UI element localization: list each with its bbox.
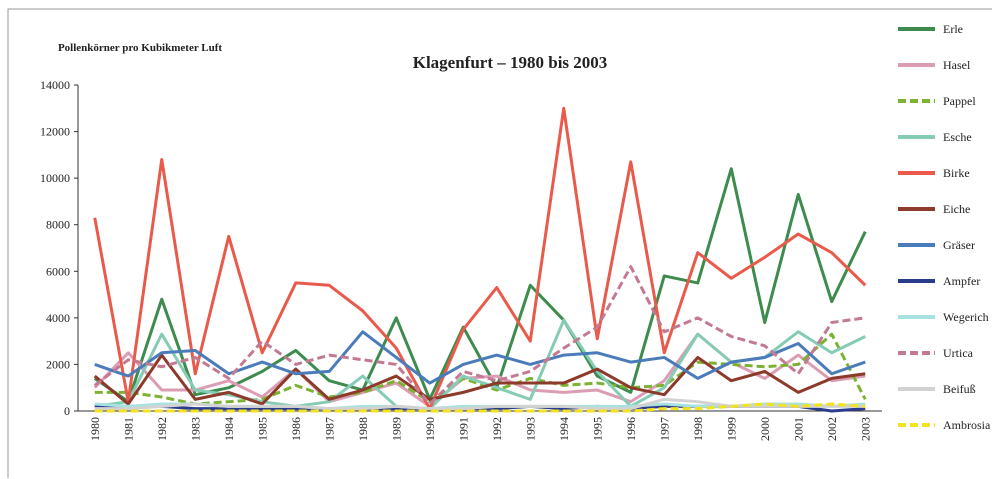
x-tick-label: 2002 bbox=[825, 417, 839, 441]
y-tick-label: 0 bbox=[64, 404, 70, 418]
y-tick-label: 6000 bbox=[46, 264, 70, 278]
x-tick-label: 1991 bbox=[456, 417, 470, 441]
x-tick-label: 2003 bbox=[858, 417, 872, 441]
y-tick-label: 8000 bbox=[46, 218, 70, 232]
x-tick-label: 1985 bbox=[255, 417, 269, 441]
x-tick-label: 1981 bbox=[121, 417, 135, 441]
x-tick-label: 2000 bbox=[758, 417, 772, 441]
x-tick-label: 1993 bbox=[523, 417, 537, 441]
x-tick-label: 1995 bbox=[590, 417, 604, 441]
legend-label: Urtica bbox=[943, 346, 974, 360]
y-tick-label: 10000 bbox=[40, 171, 70, 185]
legend-label: Hasel bbox=[943, 58, 971, 72]
series-line bbox=[93, 106, 867, 411]
x-tick-label: 1987 bbox=[322, 417, 336, 441]
y-tick-label: 12000 bbox=[40, 125, 70, 139]
frame bbox=[7, 8, 992, 478]
legend-label: Pappel bbox=[943, 94, 976, 108]
series-line bbox=[93, 265, 866, 406]
x-tick-label: 1983 bbox=[188, 417, 202, 441]
series-line bbox=[93, 353, 866, 406]
x-tick-label: 1986 bbox=[289, 417, 303, 441]
legend-label: Ambrosia bbox=[943, 418, 991, 432]
legend-label: Birke bbox=[943, 166, 970, 180]
legend-label: Beifuß bbox=[943, 382, 976, 396]
x-tick-label: 1999 bbox=[724, 417, 738, 441]
x-tick-label: 1997 bbox=[657, 417, 671, 441]
legend-label: Erle bbox=[943, 22, 963, 36]
series-line bbox=[94, 402, 866, 413]
y-tick-label: 4000 bbox=[46, 311, 70, 325]
x-tick-label: 2001 bbox=[791, 417, 805, 441]
y-tick-label: 14000 bbox=[40, 78, 70, 92]
series-line bbox=[94, 330, 866, 385]
x-tick-label: 1994 bbox=[557, 417, 571, 441]
series-line bbox=[93, 167, 867, 404]
x-tick-label: 1998 bbox=[691, 417, 705, 441]
x-tick-label: 1980 bbox=[88, 417, 102, 441]
legend-label: Esche bbox=[943, 130, 972, 144]
x-tick-label: 1982 bbox=[155, 417, 169, 441]
x-tick-label: 1984 bbox=[222, 417, 236, 441]
legend-label: Eiche bbox=[943, 202, 970, 216]
legend-label: Wegerich bbox=[943, 310, 989, 324]
x-tick-label: 1988 bbox=[356, 417, 370, 441]
y-tick-label: 2000 bbox=[46, 357, 70, 371]
x-tick-label: 1992 bbox=[490, 417, 504, 441]
y-axis-title: Pollenkörner pro Kubikmeter Luft bbox=[57, 42, 223, 54]
chart-title: Klagenfurt – 1980 bis 2003 bbox=[413, 53, 608, 72]
x-tick-label: 1989 bbox=[389, 417, 403, 441]
x-tick-label: 1990 bbox=[423, 417, 437, 441]
series-line bbox=[94, 332, 867, 406]
x-tick-label: 1996 bbox=[624, 417, 638, 441]
legend-label: Gräser bbox=[943, 238, 975, 252]
legend-label: Ampfer bbox=[943, 274, 980, 288]
